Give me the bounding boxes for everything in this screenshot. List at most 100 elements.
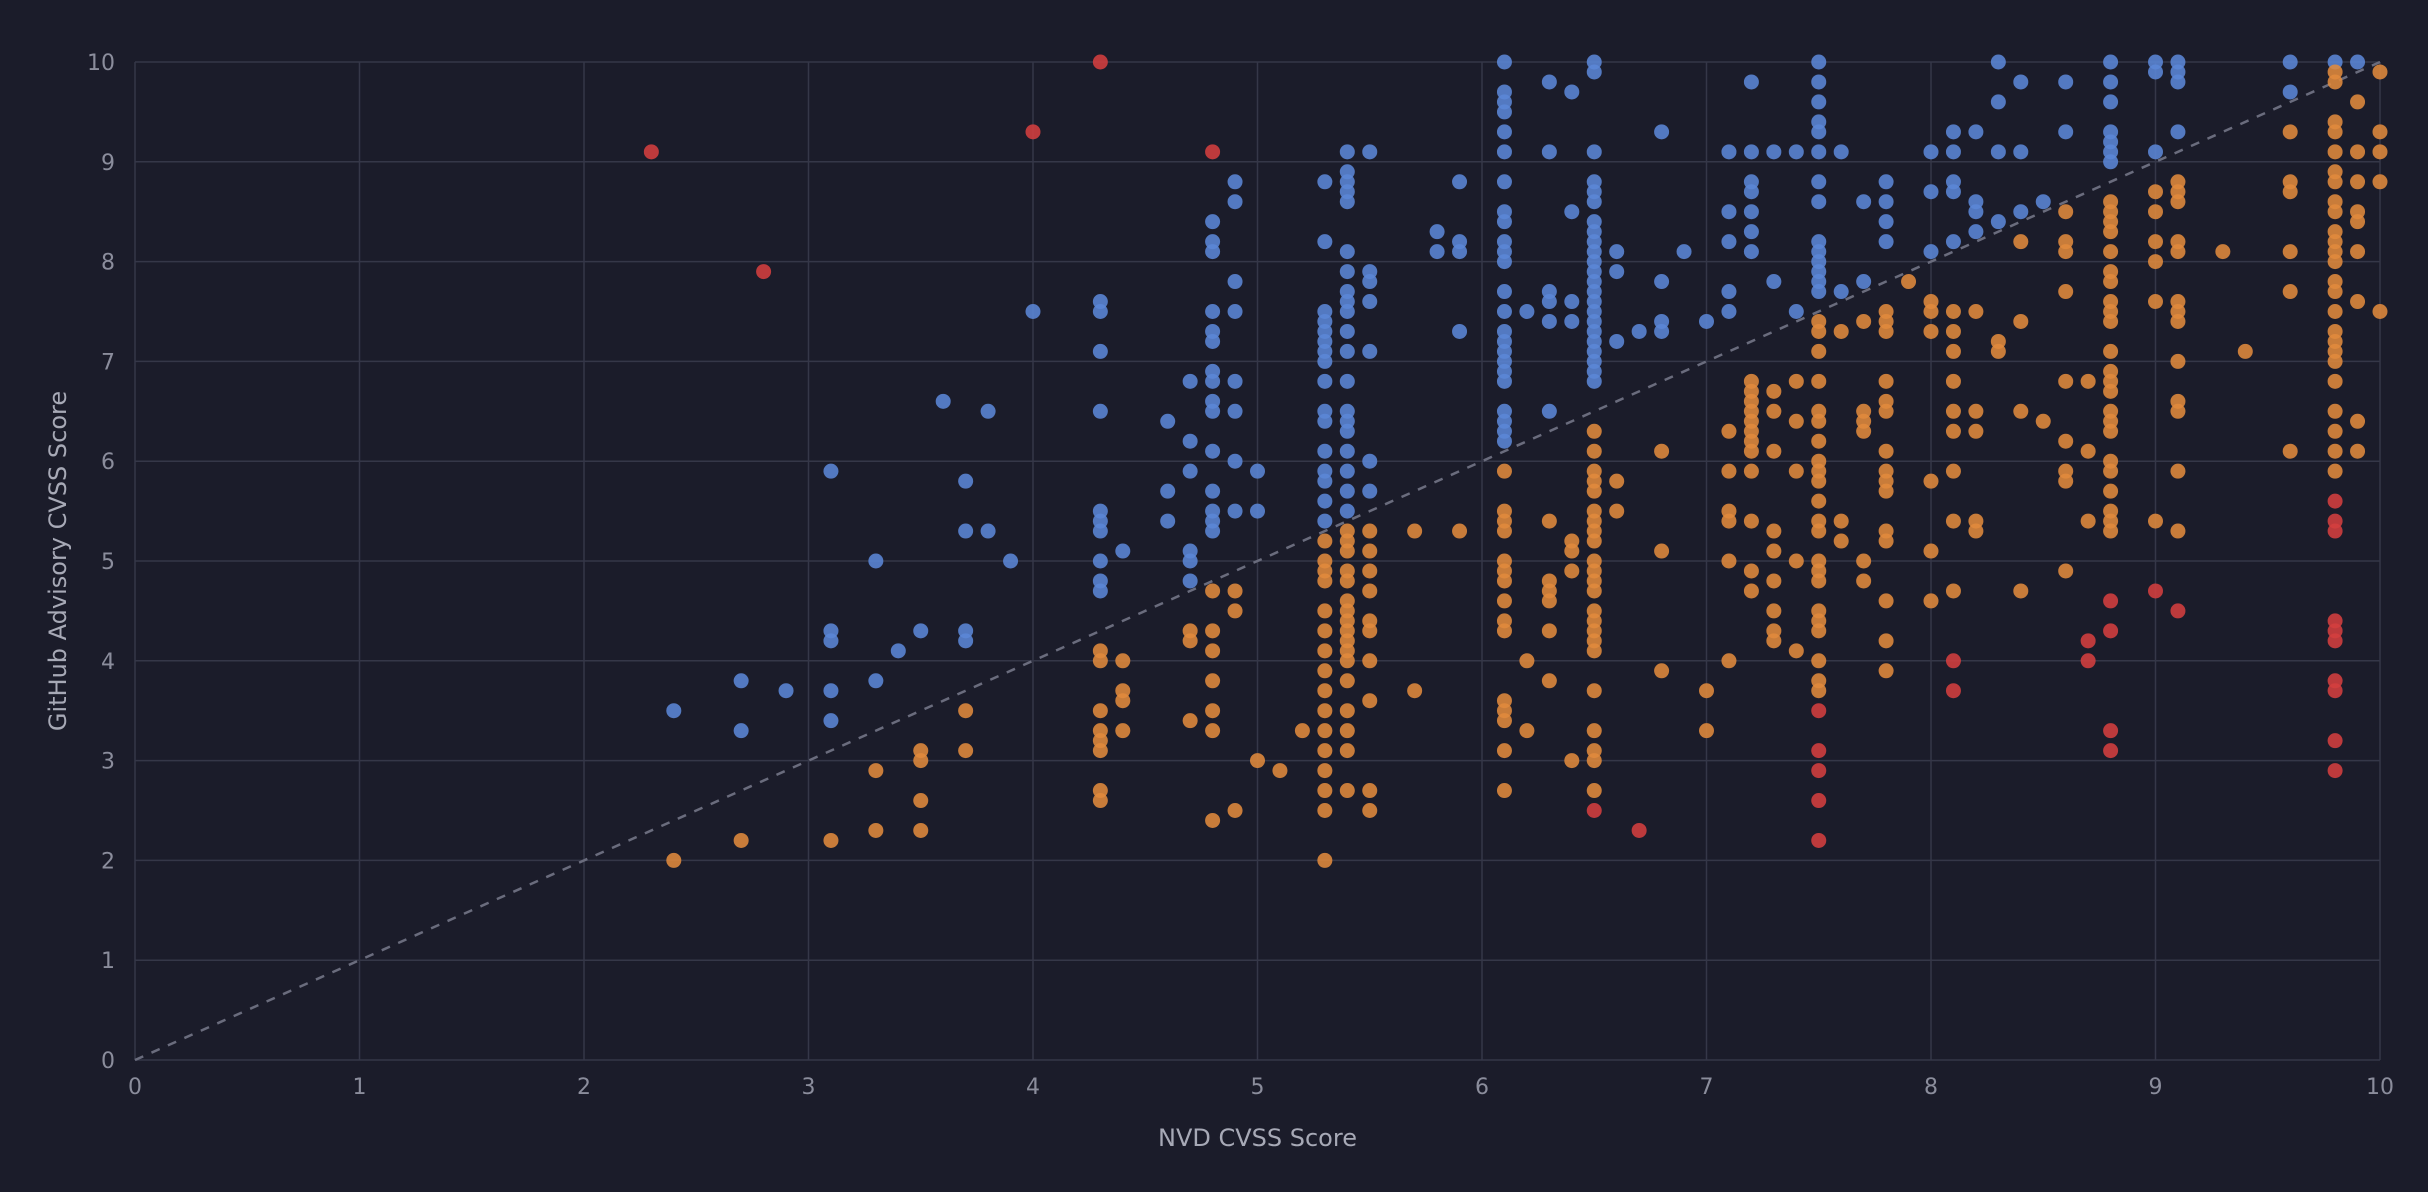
data-point-lower xyxy=(2350,413,2366,429)
data-point-higher xyxy=(1227,274,1243,290)
data-point-lower xyxy=(1586,443,1602,459)
reference-line-y-equals-x xyxy=(134,60,2381,1062)
data-point-lower xyxy=(868,763,884,779)
data-point-lower xyxy=(823,832,839,848)
data-point-lower xyxy=(2103,523,2119,539)
data-point-higher xyxy=(1968,204,1984,220)
data-point-higher xyxy=(1250,463,1265,479)
data-point-large-gap xyxy=(1092,54,1108,70)
data-point-higher xyxy=(1743,244,1759,260)
data-point-lower xyxy=(733,832,749,848)
data-point-lower xyxy=(1766,523,1782,539)
data-point-higher xyxy=(2035,194,2051,210)
data-point-lower xyxy=(1362,803,1378,818)
data-point-lower xyxy=(1766,543,1782,559)
data-point-large-gap xyxy=(1811,743,1827,759)
data-point-lower xyxy=(2170,463,2186,479)
data-point-lower xyxy=(1092,703,1108,719)
data-point-lower xyxy=(1317,623,1333,639)
data-point-large-gap xyxy=(2103,723,2119,739)
data-point-lower xyxy=(1496,593,1512,609)
data-point-higher xyxy=(1339,304,1355,319)
data-point-higher xyxy=(1496,124,1512,140)
x-tick-label: 8 xyxy=(1924,1075,1938,1100)
data-point-higher xyxy=(1339,443,1355,459)
data-point-higher xyxy=(1743,144,1759,160)
data-point-lower xyxy=(1227,803,1243,818)
data-point-higher xyxy=(1339,373,1355,389)
data-point-higher xyxy=(2350,54,2366,70)
data-point-lower xyxy=(1092,793,1108,809)
data-point-lower xyxy=(2170,313,2186,329)
data-point-higher xyxy=(823,683,839,699)
data-point-large-gap xyxy=(1205,144,1221,160)
data-point-lower xyxy=(2327,254,2343,270)
x-axis-label: NVD CVSS Score xyxy=(1158,1124,1357,1152)
data-point-lower xyxy=(1945,513,1961,529)
data-point-higher xyxy=(1092,583,1108,599)
data-point-lower xyxy=(1586,533,1602,549)
data-point-lower xyxy=(1362,523,1378,539)
data-point-large-gap xyxy=(1631,822,1647,838)
data-point-lower xyxy=(1878,593,1894,609)
data-point-lower xyxy=(1564,563,1580,579)
data-point-lower xyxy=(2327,353,2343,369)
data-point-lower xyxy=(1362,543,1378,559)
data-point-lower xyxy=(2058,284,2074,300)
data-point-lower xyxy=(1743,463,1759,479)
data-point-higher xyxy=(1182,373,1198,389)
y-tick-label: 7 xyxy=(101,350,115,375)
data-point-lower xyxy=(2170,523,2186,539)
data-point-higher xyxy=(2148,144,2163,160)
data-point-lower xyxy=(1609,473,1625,489)
data-point-lower xyxy=(1788,643,1804,659)
data-point-lower xyxy=(1362,693,1378,709)
data-point-higher xyxy=(1811,144,1827,160)
data-point-lower xyxy=(2350,144,2366,160)
data-point-higher xyxy=(823,713,839,729)
data-point-lower xyxy=(1811,653,1827,669)
data-point-lower xyxy=(1945,323,1961,339)
data-point-higher xyxy=(1968,224,1984,240)
data-point-higher xyxy=(1743,224,1759,240)
data-point-lower xyxy=(2327,284,2343,300)
data-point-higher xyxy=(1586,144,1602,160)
data-point-higher xyxy=(1227,174,1243,190)
data-point-higher xyxy=(1743,74,1759,90)
data-point-higher xyxy=(1856,274,1872,290)
data-point-lower xyxy=(2372,304,2388,319)
data-point-higher xyxy=(733,673,749,689)
data-point-higher xyxy=(1833,284,1849,300)
data-point-lower xyxy=(1339,703,1355,719)
x-tick-label: 7 xyxy=(1700,1075,1714,1100)
data-point-higher xyxy=(1227,194,1243,210)
data-point-higher xyxy=(1878,234,1894,250)
data-point-higher xyxy=(1025,304,1041,319)
data-point-lower xyxy=(1945,463,1961,479)
data-point-lower xyxy=(1317,643,1333,659)
data-point-lower xyxy=(1496,573,1512,589)
data-point-higher xyxy=(1205,373,1221,389)
data-point-higher xyxy=(1452,323,1468,339)
data-point-higher xyxy=(1317,353,1333,369)
data-point-lower xyxy=(2327,463,2343,479)
data-point-lower xyxy=(2148,513,2163,529)
y-tick-label: 5 xyxy=(101,550,115,575)
data-point-lower xyxy=(913,822,929,838)
data-point-higher xyxy=(733,723,749,739)
data-point-lower xyxy=(2372,124,2388,140)
data-point-lower xyxy=(1811,523,1827,539)
data-point-lower xyxy=(1564,543,1580,559)
data-point-lower xyxy=(1856,313,1872,329)
data-point-higher xyxy=(1990,94,2006,110)
data-point-lower xyxy=(1878,443,1894,459)
data-point-lower xyxy=(1878,533,1894,549)
data-point-higher xyxy=(1496,104,1512,120)
data-point-higher xyxy=(1250,503,1265,519)
data-point-lower xyxy=(1294,723,1310,739)
data-point-higher xyxy=(1811,94,1827,110)
data-point-lower xyxy=(1878,403,1894,419)
data-point-higher xyxy=(1362,343,1378,359)
data-point-lower xyxy=(1339,543,1355,559)
data-point-lower xyxy=(1968,423,1984,439)
